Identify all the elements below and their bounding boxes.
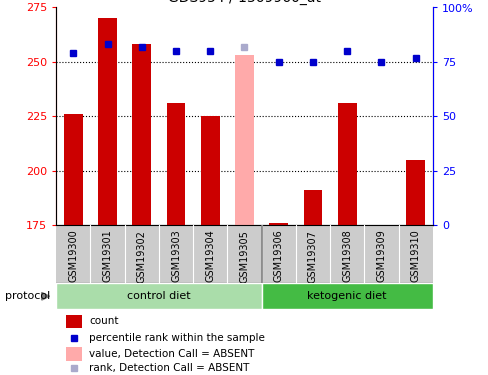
Text: rank, Detection Call = ABSENT: rank, Detection Call = ABSENT	[89, 363, 249, 374]
Bar	[269, 223, 287, 225]
Bar	[235, 56, 253, 225]
Text: GSM19303: GSM19303	[171, 230, 181, 282]
Bar	[132, 45, 151, 225]
Text: control diet: control diet	[127, 291, 190, 301]
Bar	[261, 283, 432, 309]
Text: GSM19309: GSM19309	[376, 230, 386, 282]
Bar	[166, 103, 185, 225]
Text: GSM19302: GSM19302	[137, 230, 146, 282]
Text: value, Detection Call = ABSENT: value, Detection Call = ABSENT	[89, 349, 254, 359]
Text: protocol: protocol	[5, 291, 50, 301]
Bar	[98, 18, 117, 225]
Bar	[65, 315, 82, 328]
Text: GSM19300: GSM19300	[68, 230, 78, 282]
Text: GSM19310: GSM19310	[410, 230, 420, 282]
Text: percentile rank within the sample: percentile rank within the sample	[89, 333, 264, 343]
Bar	[56, 283, 261, 309]
Text: GSM19306: GSM19306	[273, 230, 283, 282]
Bar	[201, 116, 219, 225]
Text: GSM19304: GSM19304	[205, 230, 215, 282]
Title: GDS954 / 1369960_at: GDS954 / 1369960_at	[168, 0, 320, 5]
Text: GSM19301: GSM19301	[102, 230, 112, 282]
Bar	[337, 103, 356, 225]
Text: GSM19308: GSM19308	[342, 230, 351, 282]
Text: count: count	[89, 316, 118, 326]
Bar	[303, 190, 322, 225]
Bar	[65, 347, 82, 361]
Text: GSM19305: GSM19305	[239, 230, 249, 282]
Bar	[406, 160, 424, 225]
Bar	[64, 114, 82, 225]
Text: ketogenic diet: ketogenic diet	[307, 291, 386, 301]
Text: GSM19307: GSM19307	[307, 230, 317, 282]
